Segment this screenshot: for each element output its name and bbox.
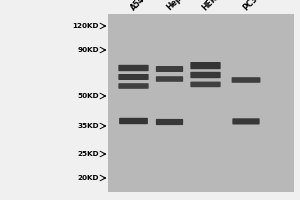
FancyBboxPatch shape	[190, 82, 221, 87]
FancyBboxPatch shape	[118, 74, 149, 80]
Text: 25KD: 25KD	[77, 151, 99, 157]
Text: 50KD: 50KD	[77, 93, 99, 99]
Text: HEK293: HEK293	[201, 0, 231, 12]
Text: 90KD: 90KD	[77, 47, 99, 53]
FancyBboxPatch shape	[119, 118, 148, 124]
Bar	[108, 14, 294, 192]
Text: 20KD: 20KD	[77, 175, 99, 181]
Text: 35KD: 35KD	[77, 123, 99, 129]
FancyBboxPatch shape	[156, 76, 183, 82]
FancyBboxPatch shape	[118, 65, 149, 71]
FancyBboxPatch shape	[232, 77, 260, 83]
FancyBboxPatch shape	[156, 119, 183, 125]
Text: A549: A549	[129, 0, 150, 12]
FancyBboxPatch shape	[232, 118, 260, 124]
Text: PC3: PC3	[241, 0, 259, 12]
FancyBboxPatch shape	[190, 62, 221, 69]
FancyBboxPatch shape	[156, 66, 183, 72]
Text: HepG2: HepG2	[165, 0, 191, 12]
FancyBboxPatch shape	[190, 72, 221, 78]
FancyBboxPatch shape	[118, 83, 149, 89]
Text: 120KD: 120KD	[73, 23, 99, 29]
